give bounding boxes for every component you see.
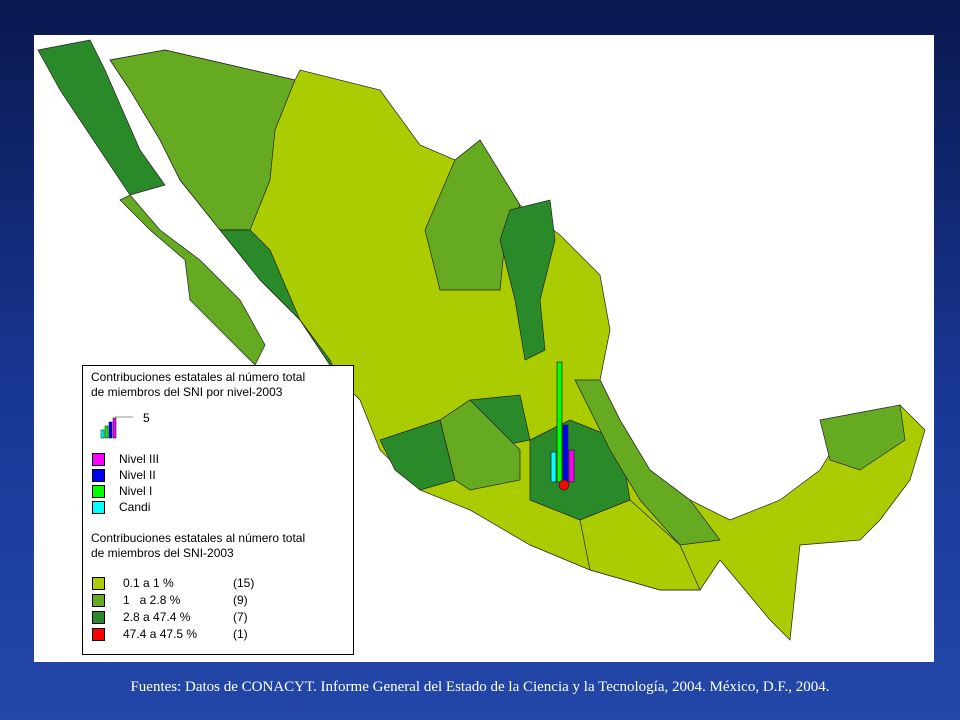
legend-count: (15)	[233, 576, 255, 590]
legend-label: 2.8 a 47.4 %	[123, 610, 191, 624]
bar-decor	[550, 451, 557, 483]
map	[37, 39, 926, 641]
legend-swatch	[92, 501, 105, 514]
footer: Fuentes: Datos de CONACYT. Informe Gener…	[130, 679, 830, 695]
legend-title: de miembros del SNI por nivel-2003	[91, 385, 283, 399]
oaxaca	[579, 499, 701, 591]
legend-label: Nivel I	[119, 484, 153, 498]
nuevo-leon	[499, 199, 556, 361]
legend-label: 47.4 a 47.5 %	[123, 627, 198, 641]
legend-title: de miembros del SNI-2003	[91, 546, 234, 560]
legend-swatch	[92, 469, 105, 482]
baja-california	[37, 39, 166, 196]
veracruz	[574, 379, 721, 546]
df	[558, 479, 570, 491]
legend-swatch	[92, 611, 105, 624]
legend-count: (7)	[233, 610, 248, 624]
legend-title: Contribuciones estatales al número total	[91, 531, 306, 545]
bar-decor	[568, 449, 575, 483]
legend-label: Nivel III	[119, 452, 160, 466]
michoacan	[439, 399, 521, 491]
jalisco	[379, 419, 456, 491]
bar-decor	[556, 361, 563, 483]
legend-label: Candi	[119, 500, 151, 514]
legend-label: Nivel II	[119, 468, 156, 482]
scale-label: 5	[143, 411, 150, 425]
legend-swatch	[92, 485, 105, 498]
legend-swatch	[92, 577, 105, 590]
baja-california-sur	[119, 194, 266, 366]
bar-decor	[562, 424, 569, 483]
legend-label: 0.1 a 1 %	[123, 576, 174, 590]
legend-count: (1)	[233, 627, 248, 641]
legend-swatch	[92, 453, 105, 466]
legend: Contribuciones estatales al número total…	[82, 365, 354, 655]
legend-label: 1 a 2.8 %	[123, 593, 181, 607]
legend-swatch	[92, 628, 105, 641]
scale-glyph	[100, 416, 133, 439]
coahuila	[424, 139, 521, 291]
legend-title: Contribuciones estatales al número total	[91, 370, 306, 384]
legend-swatch	[92, 594, 105, 607]
yucatan	[819, 404, 906, 471]
legend-count: (9)	[233, 593, 248, 607]
